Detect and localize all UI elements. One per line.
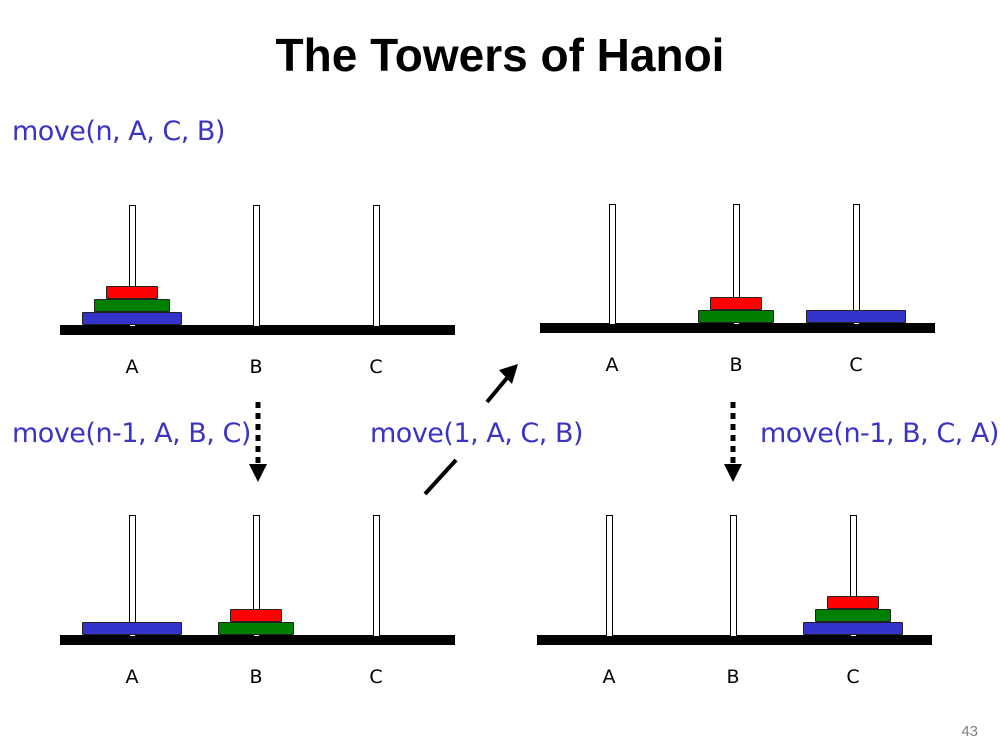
peg-c	[850, 515, 857, 636]
tower-base	[60, 325, 455, 335]
disk-small	[827, 596, 879, 609]
dotted-arrow-left-head	[249, 464, 267, 482]
solid-arrow-upper-head	[499, 364, 518, 384]
peg-a	[129, 205, 136, 326]
peg-label-a: A	[605, 354, 619, 376]
slide-title: The Towers of Hanoi	[275, 29, 725, 81]
disk-large	[806, 310, 906, 323]
peg-b	[730, 515, 737, 636]
tower-panel-initial: A B C	[60, 200, 460, 390]
call-step2: move(1, A, C, B)	[370, 418, 584, 449]
disk-small	[710, 297, 762, 310]
peg-label-b: B	[729, 354, 743, 376]
page-number: 43	[961, 723, 978, 740]
disk-medium	[218, 622, 294, 635]
tower-base	[540, 323, 935, 333]
disk-small	[230, 609, 282, 622]
peg-c	[853, 204, 860, 324]
peg-label-c: C	[369, 356, 383, 378]
peg-b	[733, 204, 740, 324]
call-step3: move(n-1, B, C, A)	[760, 418, 999, 449]
disk-medium	[815, 609, 891, 622]
solid-arrow-upper	[485, 376, 509, 404]
disk-large	[82, 312, 182, 325]
peg-label-c: C	[846, 666, 860, 688]
peg-label-a: A	[602, 666, 616, 688]
disk-medium	[698, 310, 774, 323]
peg-label-c: C	[849, 354, 863, 376]
peg-a	[606, 515, 613, 636]
call-step1: move(n-1, A, B, C)	[12, 418, 251, 449]
dotted-arrow-right-head	[724, 464, 742, 482]
tower-panel-after-step2: A B C	[540, 200, 940, 390]
peg-label-a: A	[125, 356, 139, 378]
peg-a	[129, 515, 136, 636]
tower-base	[537, 635, 932, 645]
peg-label-c: C	[369, 666, 383, 688]
tower-base	[60, 635, 455, 645]
peg-a	[609, 204, 616, 324]
call-main: move(n, A, C, B)	[12, 116, 225, 147]
disk-medium	[94, 299, 170, 312]
peg-label-b: B	[249, 356, 263, 378]
peg-label-b: B	[249, 666, 263, 688]
peg-c	[373, 515, 380, 636]
peg-c	[373, 205, 380, 326]
disk-small	[106, 286, 158, 299]
peg-b	[253, 205, 260, 326]
tower-panel-after-step1: A B C	[60, 510, 460, 700]
peg-b	[253, 515, 260, 636]
disk-large	[82, 622, 182, 635]
peg-label-b: B	[726, 666, 740, 688]
tower-panel-final: A B C	[537, 510, 937, 700]
disk-large	[803, 622, 903, 635]
solid-arrow-lower	[423, 458, 458, 496]
peg-label-a: A	[125, 666, 139, 688]
